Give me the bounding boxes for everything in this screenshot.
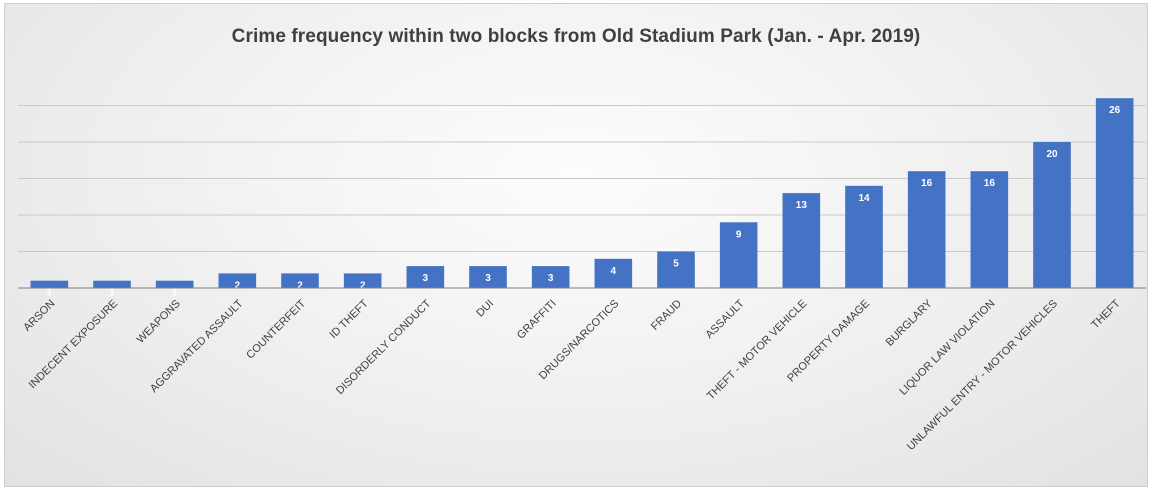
data-label: 2 [297,280,303,291]
chart-area [4,3,1148,487]
bar [594,258,633,288]
bar [93,280,131,288]
data-label: 16 [921,178,933,189]
bar [343,273,382,288]
category-label: THEFT [1089,297,1123,331]
data-label: 1 [172,288,178,299]
bar [845,185,883,288]
data-label: 1 [47,288,53,299]
gridlines [18,105,1146,252]
data-label: 16 [984,178,996,189]
category-label: COUNTERFEIT [244,297,308,361]
bar [1033,142,1071,288]
bar [782,193,821,288]
data-label: 20 [1046,149,1058,160]
chart-title: Crime frequency within two blocks from O… [231,26,921,47]
data-label: 3 [548,273,554,284]
bar [907,171,946,288]
category-label: DUI [474,298,496,320]
category-label: THEFT - MOTOR VEHICLE [705,298,810,403]
bar [719,222,758,288]
bars [30,98,1134,288]
category-label: FRAUD [649,298,684,333]
bar [1095,98,1134,288]
bar [281,273,319,288]
bar [469,266,507,288]
data-label: 9 [736,229,742,240]
data-label: 1 [109,288,115,299]
data-label: 5 [673,259,679,270]
category-label: GRAFFITI [515,298,559,342]
data-labels: 1 1 1 2 2 2 3 3 3 4 5 9 13 14 16 16 20 26 [47,105,1121,299]
category-label: BURGLARY [884,297,936,349]
data-label: 2 [360,280,366,291]
data-label: 2 [235,280,241,291]
bar [30,280,69,288]
bar [657,251,695,288]
bar [531,266,570,288]
data-label: 14 [858,193,870,204]
bar [406,266,445,288]
category-label: ARSON [21,298,57,334]
data-label: 26 [1109,105,1121,116]
bar [218,273,257,288]
category-label: WEAPONS [135,298,183,346]
data-label: 13 [796,200,808,211]
data-label: 4 [611,266,617,277]
category-label: ASSAULT [703,297,747,341]
data-label: 3 [423,273,429,284]
category-label: ID THEFT [327,297,371,341]
bar [970,171,1009,288]
data-label: 3 [485,273,491,284]
bar [155,280,194,288]
